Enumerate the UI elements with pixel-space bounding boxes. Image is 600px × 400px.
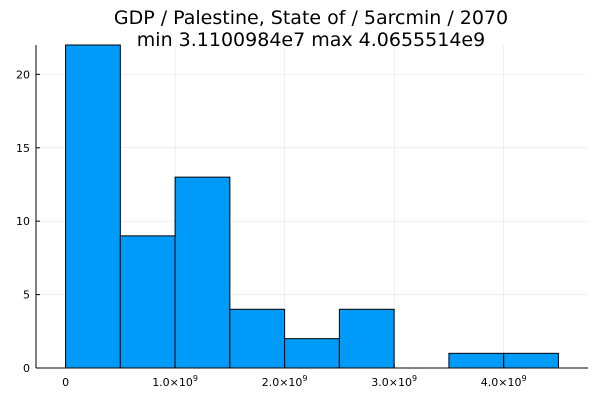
x-tick-label-1: 1.0×109 [152,374,198,389]
x-axis-ticks: 0 1.0×109 2.0×109 3.0×109 4.0×109 [62,364,527,389]
y-tick-label-3: 15 [16,142,30,155]
y-tick-label-4: 20 [16,68,30,81]
bars [65,44,559,369]
y-tick-label-2: 10 [16,215,30,228]
y-tick-label-0: 0 [23,362,30,375]
histogram-bar-2 [174,176,231,369]
axes [35,45,588,369]
x-tick-label-0: 0 [62,376,69,389]
x-tick-label-3: 3.0×109 [371,374,417,389]
x-tick-label-2: 2.0×109 [262,374,308,389]
histogram-bar-5 [338,308,395,369]
histogram-bar-8 [503,352,559,369]
x-tick-label-4: 4.0×109 [481,374,527,389]
chart-title-line-2: min 3.1100984e7 max 4.0655514e9 [137,29,485,51]
y-tick-label-1: 5 [23,289,30,302]
histogram-bar-3 [229,308,286,369]
chart-title-line-1: GDP / Palestine, State of / 5arcmin / 20… [114,7,508,29]
histogram-bar-1 [119,235,176,369]
histogram-bar-7 [448,352,505,369]
y-axis-ticks: 0 5 10 15 20 [16,68,40,375]
histogram-bar-0 [65,44,121,369]
histogram-bar-4 [284,338,340,369]
